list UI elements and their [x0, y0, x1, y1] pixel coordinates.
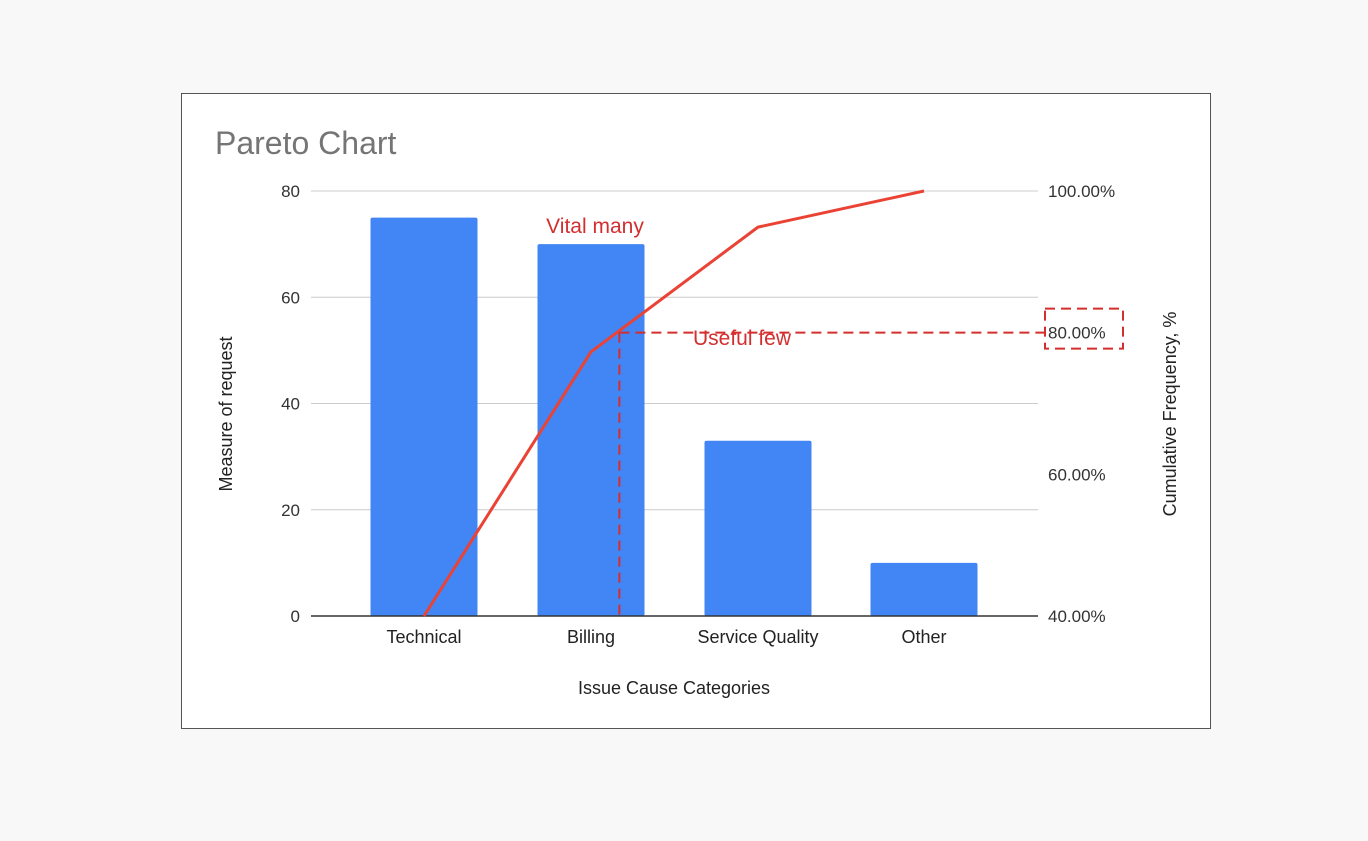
- x-axis-title: Issue Cause Categories: [578, 678, 770, 698]
- x-tick-label: Other: [901, 627, 946, 647]
- bars: [370, 217, 978, 616]
- cumulative-line: [422, 189, 925, 617]
- bar: [537, 244, 645, 616]
- y2-tick-label: 60.00%: [1048, 465, 1106, 484]
- y2-tick-label: 100.00%: [1048, 182, 1115, 201]
- annotation-useful-few: Useful few: [693, 327, 792, 350]
- y-tick-label: 80: [281, 182, 300, 201]
- y-tick-label: 20: [281, 501, 300, 520]
- y-tick-label: 60: [281, 288, 300, 307]
- threshold-marker: [618, 307, 1124, 616]
- y2-tick-label: 80.00%: [1048, 324, 1106, 343]
- bar: [870, 562, 978, 616]
- chart-card: Pareto Chart 0 20 40 60 80 Technical Billing Se…: [181, 93, 1211, 729]
- cumulative-series-line: [422, 189, 925, 617]
- annotation-vital-many: Vital many: [546, 215, 644, 238]
- x-tick-label: Technical: [386, 627, 461, 647]
- bar: [704, 440, 812, 616]
- x-tick-label: Service Quality: [697, 627, 818, 647]
- y-axis-title: Measure of request: [216, 336, 236, 491]
- threshold-label-box: [1044, 307, 1124, 350]
- chart-title: Pareto Chart: [215, 125, 397, 161]
- x-tick-label: Billing: [567, 627, 615, 647]
- labels: 0 20 40 60 80 Technical Billing Service Quality…: [216, 182, 1180, 698]
- y-tick-label: 0: [291, 607, 300, 626]
- y2-axis-title: Cumulative Frequency, %: [1160, 312, 1180, 517]
- y-tick-label: 40: [281, 395, 300, 414]
- bar: [370, 217, 478, 616]
- y2-tick-label: 40.00%: [1048, 607, 1106, 626]
